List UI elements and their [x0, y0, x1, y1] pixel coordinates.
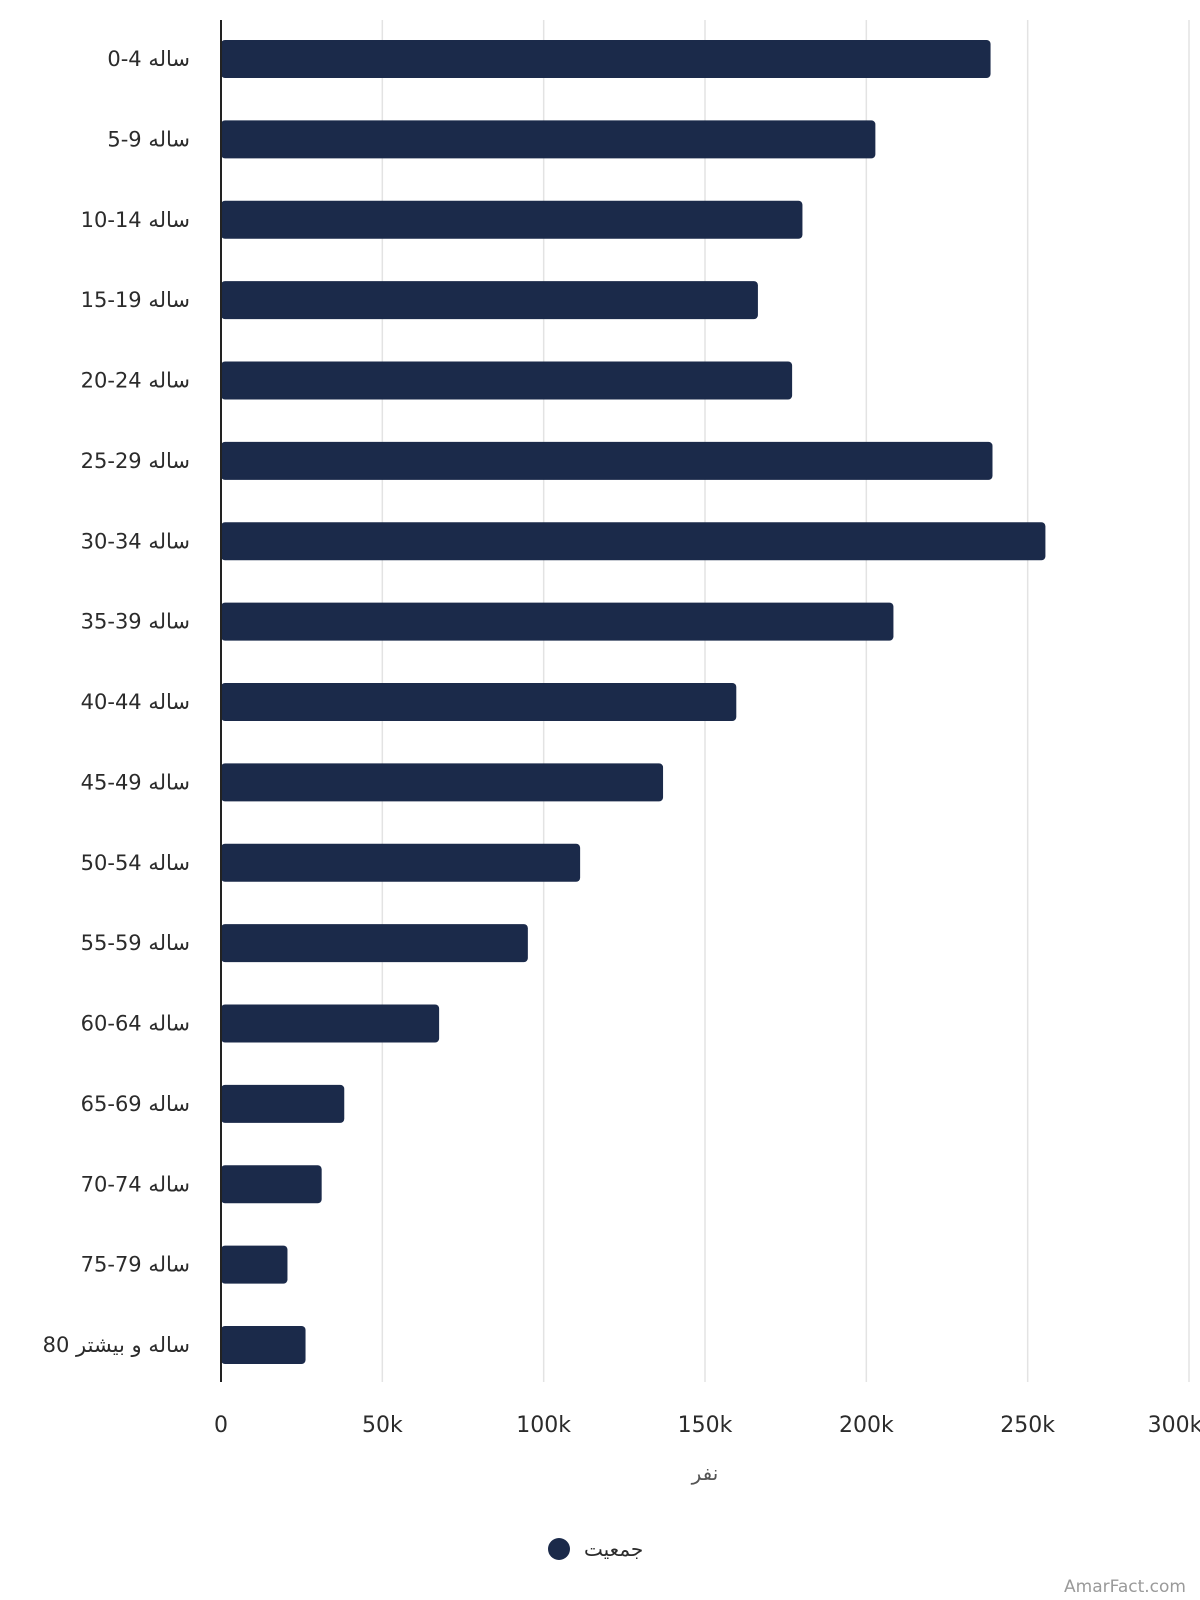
category-label: 10-14 ساله: [81, 208, 190, 232]
bar[interactable]: [221, 1084, 345, 1123]
bar[interactable]: [221, 361, 793, 400]
x-tick-label: 300k: [1148, 1413, 1200, 1438]
category-label: 25-29 ساله: [81, 449, 190, 473]
category-label: 70-74 ساله: [81, 1172, 190, 1196]
category-label: 40-44 ساله: [81, 690, 190, 714]
bar[interactable]: [221, 843, 581, 882]
x-tick-label: 200k: [839, 1413, 894, 1438]
bar[interactable]: [221, 441, 993, 480]
category-label: 50-54 ساله: [81, 851, 190, 875]
category-labels: 0-4 ساله 5-9 ساله 10-14 ساله 15-19 ساله 20-2…: [43, 47, 190, 1357]
category-label: 0-4 ساله: [107, 47, 190, 71]
bar[interactable]: [221, 1326, 306, 1364]
category-label: 35-39 ساله: [81, 610, 190, 634]
x-tick-labels: 0 50k 100k 150k 200k 250k 300k: [214, 1413, 1200, 1438]
bar[interactable]: [221, 683, 737, 721]
category-label: 75-79 ساله: [81, 1253, 190, 1277]
bar[interactable]: [221, 1004, 440, 1043]
bar[interactable]: [221, 763, 664, 802]
category-label: 5-9 ساله: [107, 127, 190, 151]
bar[interactable]: [221, 924, 528, 963]
legend-label: جمعیت: [584, 1537, 643, 1561]
bar[interactable]: [221, 40, 991, 78]
x-tick-label: 50k: [362, 1413, 403, 1438]
bar[interactable]: [221, 1165, 322, 1204]
legend-marker: [548, 1538, 570, 1560]
category-label: 60-64 ساله: [81, 1012, 190, 1036]
x-tick-label: 150k: [678, 1413, 733, 1438]
x-tick-label: 250k: [1000, 1413, 1055, 1438]
category-label: 15-19 ساله: [81, 288, 190, 312]
category-label: 55-59 ساله: [81, 931, 190, 955]
bar[interactable]: [221, 281, 758, 320]
x-tick-label: 100k: [516, 1413, 571, 1438]
bar[interactable]: [221, 200, 803, 239]
x-tick-label: 0: [214, 1413, 228, 1438]
bar[interactable]: [221, 1245, 288, 1284]
category-label: 20-24 ساله: [81, 369, 190, 393]
bar[interactable]: [221, 120, 876, 159]
category-label: 65-69 ساله: [81, 1092, 190, 1116]
category-label: 30-34 ساله: [81, 529, 190, 553]
bar[interactable]: [221, 522, 1046, 561]
legend[interactable]: جمعیت: [548, 1537, 643, 1561]
category-label: 45-49 ساله: [81, 770, 190, 794]
x-axis-title: نفر: [691, 1461, 719, 1485]
watermark: AmarFact.com: [1064, 1577, 1186, 1597]
bars: [221, 40, 1046, 1364]
bar[interactable]: [221, 602, 894, 641]
category-label: 80 ساله و بیشتر: [43, 1333, 190, 1357]
